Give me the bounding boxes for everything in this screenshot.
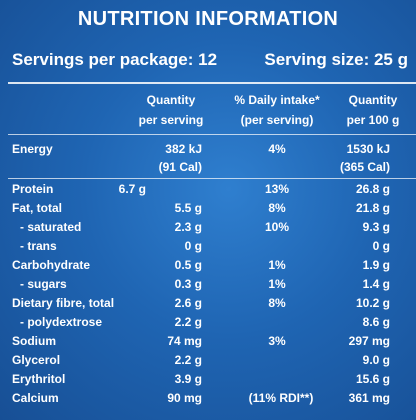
row-per-serving: 382 kJ [165, 142, 202, 156]
row-per-serving: 90 mg [167, 391, 202, 405]
row-per-serving: 0.3 g [174, 277, 202, 291]
row-per-100g: 8.6 g [362, 315, 390, 329]
table-row: Glycerol 2.2 g 9.0 g [0, 353, 416, 372]
row-per-100g: 297 mg [348, 334, 390, 348]
row-daily: 8% [268, 201, 286, 215]
row-per-100g: 1.9 g [362, 258, 390, 272]
header-qty-100g: Quantity per 100 g [334, 90, 412, 130]
row-per-100g: 15.6 g [355, 372, 390, 386]
row-name: Fat, total [12, 201, 62, 215]
row-name: Carbohydrate [12, 258, 91, 272]
row-per-100g: (365 Cal) [339, 160, 390, 174]
table-row: Erythritol 3.9 g 15.6 g [0, 372, 416, 391]
row-per-100g: 9.3 g [362, 220, 390, 234]
table-row: - trans 0 g 0 g [0, 239, 416, 258]
table-row: Carbohydrate 0.5 g 1% 1.9 g [0, 258, 416, 277]
row-name: Sodium [12, 334, 56, 348]
row-name: Glycerol [12, 353, 61, 367]
header-daily-intake-line2: (per serving) [240, 113, 314, 127]
row-per-serving: 3.9 g [174, 372, 202, 386]
table-row: Fat, total 5.5 g 8% 21.8 g [0, 201, 416, 220]
table-row: - sugars 0.3 g 1% 1.4 g [0, 277, 416, 296]
row-per-serving: 0 g [184, 239, 202, 253]
row-per-serving: 2.2 g [174, 353, 202, 367]
header-qty-serving-line1: Quantity [146, 93, 196, 107]
divider-top [8, 82, 416, 84]
header-qty-100g-line1: Quantity [348, 93, 398, 107]
row-per-serving: (91 Cal) [158, 160, 202, 174]
servings-per-package: Servings per package: 12 [12, 50, 218, 69]
table-row: Energy 382 kJ 4% 1530 kJ [0, 142, 416, 161]
serving-size: Serving size: 25 g [264, 50, 408, 69]
table-row: Protein 6.7 g 13% 26.8 g [0, 182, 416, 201]
row-daily: 8% [268, 296, 286, 310]
row-name: - sugars [20, 277, 67, 291]
table-row: - polydextrose 2.2 g 8.6 g [0, 315, 416, 334]
divider-header [8, 134, 416, 135]
panel-title: NUTRITION INFORMATION [77, 8, 339, 30]
row-per-serving: 5.5 g [174, 201, 202, 215]
row-per-100g: 0 g [372, 239, 390, 253]
row-per-100g: 1530 kJ [346, 142, 390, 156]
row-daily: 3% [268, 334, 286, 348]
table-row: - saturated 2.3 g 10% 9.3 g [0, 220, 416, 239]
header-daily-intake-line1: % Daily intake* [234, 93, 320, 107]
row-per-100g: 1.4 g [362, 277, 390, 291]
row-daily: 10% [264, 220, 290, 234]
row-per-serving: 2.2 g [174, 315, 202, 329]
row-per-100g: 26.8 g [355, 182, 390, 196]
table-row: (91 Cal) (365 Cal) [0, 160, 416, 179]
row-per-serving: 0.5 g [174, 258, 202, 272]
row-daily: (11% RDI**) [248, 391, 314, 405]
row-name: Protein [12, 182, 54, 196]
table-row: Sodium 74 mg 3% 297 mg [0, 334, 416, 353]
row-per-100g: 21.8 g [355, 201, 390, 215]
header-daily-intake: % Daily intake* (per serving) [222, 90, 332, 130]
row-name: - trans [20, 239, 57, 253]
row-name: Dietary fibre, total [12, 296, 115, 310]
row-per-100g: 10.2 g [355, 296, 390, 310]
row-daily: 1% [268, 258, 286, 272]
row-name: Energy [12, 142, 53, 156]
row-per-serving: 2.6 g [174, 296, 202, 310]
header-qty-100g-line2: per 100 g [346, 113, 400, 127]
divider-energy [8, 178, 416, 179]
row-per-serving: 2.3 g [174, 220, 202, 234]
row-daily: 13% [264, 182, 290, 196]
row-daily: 4% [268, 142, 286, 156]
row-daily: 1% [268, 277, 286, 291]
row-name: - saturated [20, 220, 82, 234]
row-per-100g: 9.0 g [362, 353, 390, 367]
row-name: - polydextrose [20, 315, 103, 329]
table-row: Calcium 90 mg (11% RDI**) 361 mg [0, 391, 416, 410]
header-qty-serving: Quantity per serving [132, 90, 210, 130]
row-name: Erythritol [12, 372, 66, 386]
table-row: Dietary fibre, total 2.6 g 8% 10.2 g [0, 296, 416, 315]
row-per-serving: 74 mg [167, 334, 202, 348]
row-per-100g: 361 mg [348, 391, 390, 405]
row-name: Calcium [12, 391, 59, 405]
header-qty-serving-line2: per serving [138, 113, 204, 127]
row-per-serving: 6.7 g [118, 182, 146, 196]
